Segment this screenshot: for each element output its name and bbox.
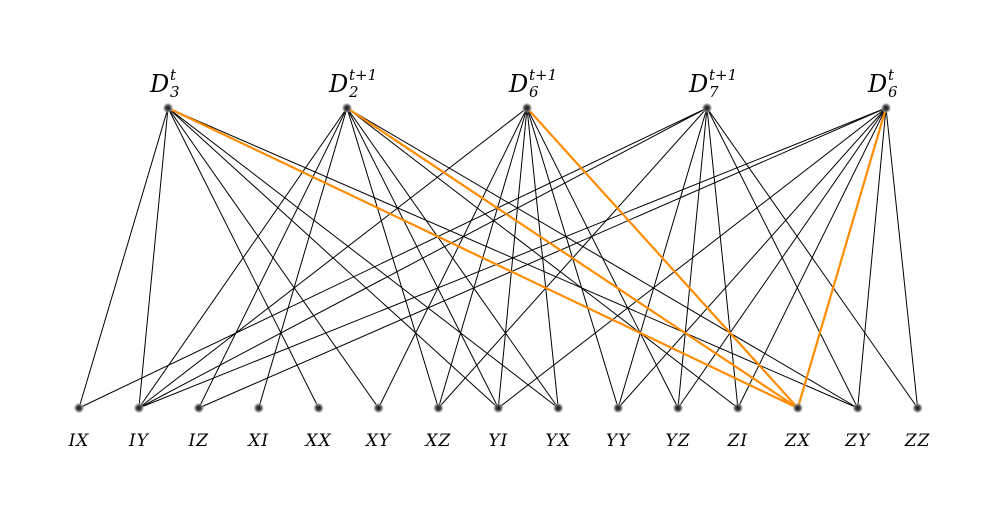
edge-D2t1-ZX bbox=[346, 107, 799, 409]
edge-D6t-YI bbox=[497, 107, 887, 409]
top-label-base: D bbox=[867, 70, 887, 98]
edge-D6t-ZI bbox=[737, 107, 887, 409]
node-YZ bbox=[673, 403, 683, 413]
node-D6t1 bbox=[522, 103, 532, 113]
bottom-label-ZZ: ZZ bbox=[904, 431, 931, 451]
edge-D6t-YY bbox=[617, 107, 887, 409]
node-YX bbox=[553, 403, 564, 413]
highlighted-edges-layer bbox=[167, 107, 888, 409]
edge-D6t-YZ bbox=[677, 107, 887, 409]
bottom-label-XX: XX bbox=[303, 431, 331, 451]
top-label-superscript: t+1 bbox=[529, 66, 557, 84]
edge-D3t-IY bbox=[138, 107, 169, 409]
bottom-label-XZ: XZ bbox=[423, 431, 451, 451]
top-label-base: D bbox=[688, 70, 708, 98]
edge-D6t1-YZ bbox=[526, 107, 679, 409]
edge-D6t1-ZX bbox=[526, 107, 799, 409]
node-D7t1 bbox=[702, 103, 712, 113]
edge-D6t1-IY bbox=[138, 107, 528, 409]
edge-D3t-YX bbox=[167, 107, 559, 409]
top-label-subscript: 7 bbox=[709, 83, 719, 101]
edge-D6t1-XY bbox=[378, 107, 528, 409]
top-label-subscript: 6 bbox=[529, 83, 539, 101]
node-XY bbox=[373, 403, 384, 413]
bottom-label-ZX: ZX bbox=[784, 431, 811, 451]
top-label-superscript: t bbox=[888, 66, 895, 84]
bottom-label-IZ: IZ bbox=[188, 431, 210, 451]
bottom-label-IY: IY bbox=[128, 431, 150, 451]
bottom-label-IX: IX bbox=[68, 431, 90, 451]
top-label-superscript: t+1 bbox=[709, 66, 737, 84]
edge-D6t-ZZ bbox=[885, 107, 919, 409]
edge-D3t-IX bbox=[78, 107, 169, 409]
node-D3t bbox=[163, 103, 173, 113]
bottom-label-ZY: ZY bbox=[844, 431, 871, 451]
edge-D6t-ZX bbox=[796, 107, 888, 409]
top-label-subscript: 6 bbox=[888, 83, 898, 101]
node-IX bbox=[74, 403, 84, 413]
top-label-subscript: 3 bbox=[170, 83, 180, 101]
edge-D6t-IY bbox=[138, 107, 887, 409]
node-ZZ bbox=[912, 403, 923, 413]
node-XX bbox=[313, 403, 324, 413]
node-D6t bbox=[881, 103, 891, 113]
node-XZ bbox=[433, 403, 444, 413]
bottom-label-ZI: ZI bbox=[727, 431, 749, 451]
edge-D7t1-IY bbox=[138, 107, 708, 409]
edge-D2t1-IY bbox=[138, 107, 348, 409]
top-label-base: D bbox=[328, 70, 348, 98]
top-label-superscript: t+1 bbox=[349, 66, 377, 84]
bottom-label-XY: XY bbox=[364, 431, 392, 451]
node-ZX bbox=[792, 403, 803, 413]
top-label-base: D bbox=[508, 70, 528, 98]
node-YY bbox=[613, 403, 624, 413]
edge-D7t1-IX bbox=[78, 107, 708, 409]
node-IZ bbox=[193, 403, 204, 413]
edge-D2t1-XI bbox=[258, 107, 348, 409]
node-YI bbox=[493, 403, 504, 413]
edge-D6t-ZY bbox=[857, 107, 887, 409]
node-ZI bbox=[732, 403, 743, 413]
bottom-label-YY: YY bbox=[606, 431, 631, 451]
edge-D3t-ZX bbox=[167, 107, 799, 409]
node-XI bbox=[253, 403, 264, 413]
top-label-superscript: t bbox=[170, 66, 177, 84]
top-label-subscript: 2 bbox=[348, 83, 359, 101]
edge-D6t-IZ bbox=[198, 107, 887, 409]
nodes-layer bbox=[74, 103, 923, 413]
bottom-label-YX: YX bbox=[546, 431, 571, 451]
bottom-label-XI: XI bbox=[246, 431, 269, 451]
node-IY bbox=[133, 403, 144, 413]
node-D2t1 bbox=[342, 103, 352, 113]
bottom-label-YZ: YZ bbox=[665, 431, 690, 451]
bottom-label-YI: YI bbox=[488, 431, 508, 451]
edges-layer bbox=[78, 107, 919, 409]
node-ZY bbox=[852, 403, 863, 413]
top-label-base: D bbox=[149, 70, 169, 98]
edge-D7t1-ZI bbox=[706, 107, 739, 409]
edge-D2t1-IZ bbox=[198, 107, 348, 409]
